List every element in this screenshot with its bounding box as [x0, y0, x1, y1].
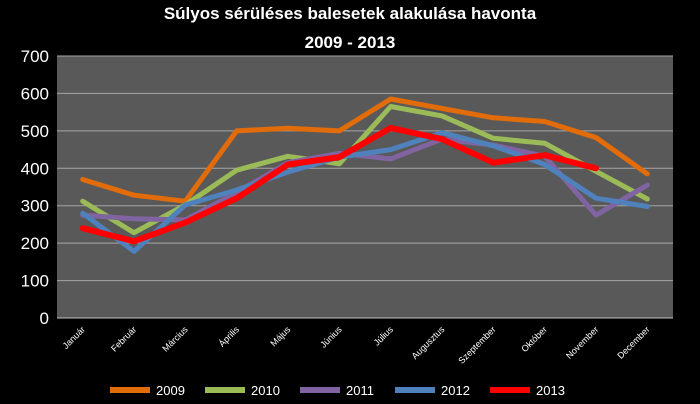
- legend-label-2011: 2011: [346, 383, 374, 398]
- legend: 2009 2010 2011 2012 2013: [110, 383, 565, 398]
- legend-label-2013: 2013: [536, 383, 565, 398]
- series-line-2012: [80, 130, 650, 254]
- y-tick-label: 500: [21, 122, 49, 141]
- series-line-2009: [80, 96, 650, 204]
- y-tick-label: 0: [40, 309, 49, 328]
- series-line-2011: [80, 136, 650, 223]
- series-line-2013: [79, 124, 599, 245]
- y-tick-label: 100: [21, 272, 49, 291]
- chart-title: Súlyos sérüléses balesetek alakulása hav…: [164, 4, 537, 23]
- y-tick-label: 600: [21, 84, 49, 103]
- y-tick-label: 300: [21, 197, 49, 216]
- y-tick-label: 200: [21, 234, 49, 253]
- legend-label-2012: 2012: [441, 383, 470, 398]
- legend-label-2010: 2010: [251, 383, 280, 398]
- chart-subtitle: 2009 - 2013: [305, 33, 396, 52]
- legend-label-2009: 2009: [156, 383, 185, 398]
- y-tick-label: 700: [21, 47, 49, 66]
- y-tick-label: 400: [21, 159, 49, 178]
